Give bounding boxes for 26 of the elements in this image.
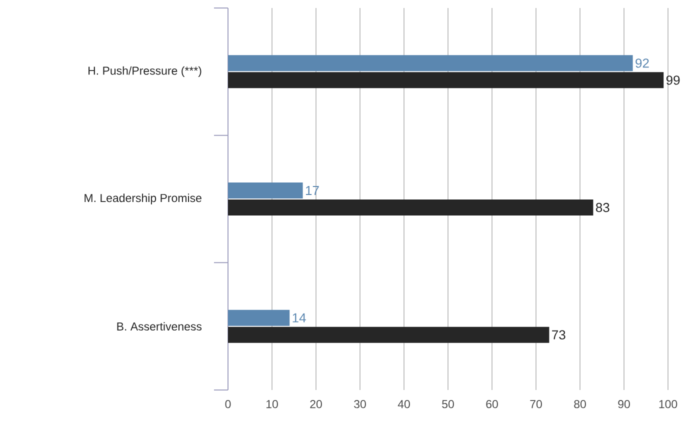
x-tick-label: 80 <box>574 400 586 408</box>
data-label: 17 <box>306 186 319 195</box>
x-tick-label: 10 <box>266 400 278 408</box>
bar <box>228 55 633 72</box>
x-tick-label: 50 <box>442 400 454 408</box>
x-tick-label: 0 <box>225 400 231 408</box>
bar <box>228 182 303 199</box>
bar <box>228 200 594 216</box>
bar <box>228 72 664 88</box>
data-label: 99 <box>666 76 680 85</box>
data-label: 73 <box>552 330 566 340</box>
bar <box>228 310 290 326</box>
x-tick-label: 40 <box>398 400 410 408</box>
y-tick-label: M. Leadership Promise <box>84 194 202 204</box>
y-tick-label: H. Push/Pressure (***) <box>88 66 202 78</box>
data-label: 92 <box>636 58 649 68</box>
x-tick-label: 90 <box>618 400 630 408</box>
x-tick-label: 30 <box>354 400 366 408</box>
x-tick-label: 20 <box>310 400 322 408</box>
x-tick-label: 100 <box>659 400 678 408</box>
bar <box>228 326 550 343</box>
data-label: 83 <box>596 202 610 212</box>
x-tick-label: 60 <box>486 400 498 408</box>
data-label: 14 <box>292 313 306 322</box>
x-tick-label: 70 <box>530 400 542 408</box>
y-tick-label: B. Assertiveness <box>117 322 202 331</box>
